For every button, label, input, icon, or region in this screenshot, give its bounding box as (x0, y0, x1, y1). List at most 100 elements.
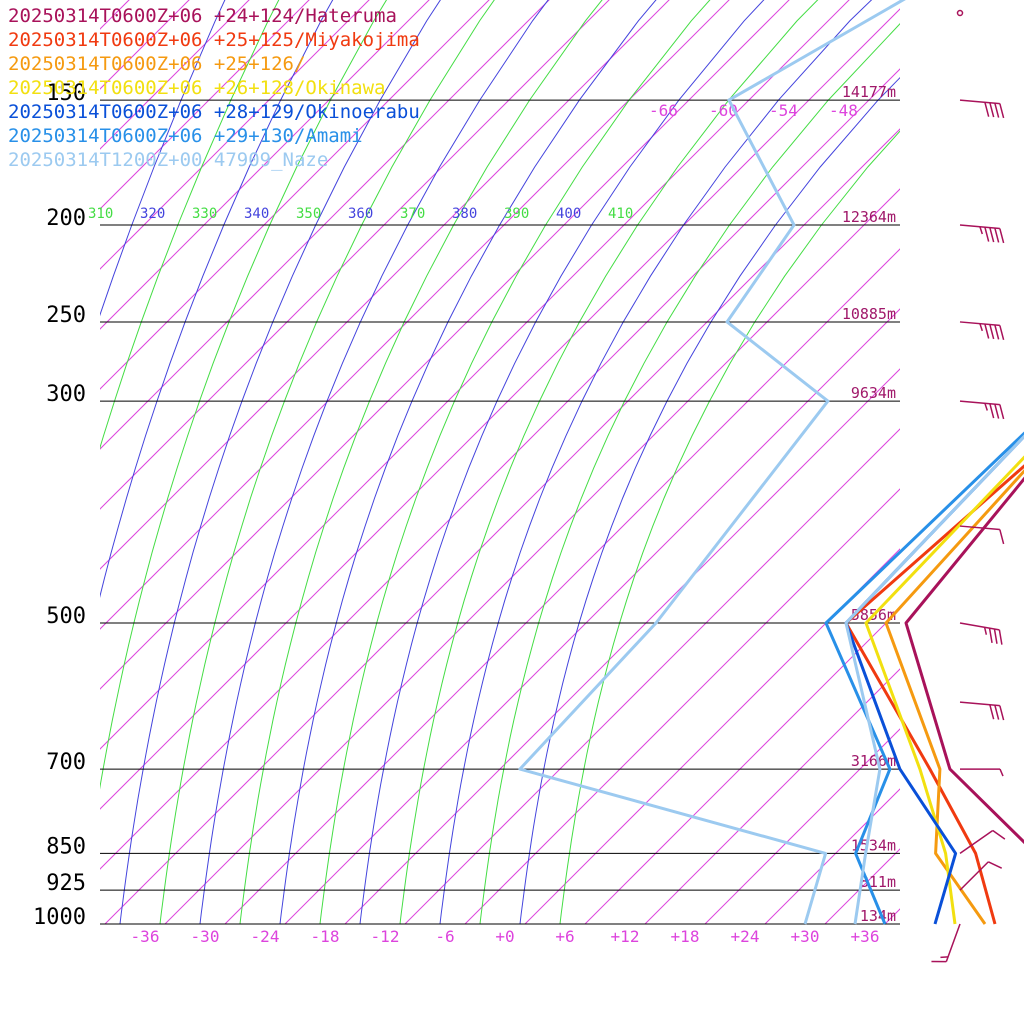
theta-label: 390 (504, 206, 529, 222)
barb-full (999, 705, 1005, 721)
x-tick-label: +6 (555, 927, 574, 946)
station-dot-icon (956, 9, 964, 17)
theta-label: 310 (88, 206, 113, 222)
barb-full (931, 960, 947, 963)
isotherm-line (644, 668, 900, 924)
wind-barb-icon (959, 622, 1003, 645)
barb-full (984, 323, 990, 339)
wind-barb-icon (959, 400, 1005, 420)
barb-full (984, 227, 990, 242)
x-tick-label: +36 (851, 927, 880, 946)
barb-half (979, 226, 984, 235)
legend: 20250314T0600Z+06 +24+124/Hateruma 20250… (8, 4, 420, 172)
x-tick-label: -18 (311, 927, 340, 946)
upper-tick-label: -48 (829, 101, 858, 120)
barb-staff (959, 525, 1000, 531)
barb-staff (959, 400, 1000, 406)
isotherm-line (704, 728, 900, 924)
barb-full (987, 861, 1003, 869)
barb-half (979, 323, 984, 332)
barb-full (999, 103, 1005, 119)
barb-full (984, 102, 990, 117)
series-line-7 (518, 0, 906, 925)
pressure-label: 700 (46, 750, 86, 775)
pressure-label: 200 (46, 206, 86, 231)
x-tick-label: -30 (191, 927, 220, 946)
barb-full (994, 705, 1000, 720)
pressure-label: 150 (46, 81, 86, 106)
theta-label: 410 (608, 206, 633, 222)
wind-barb-icon (959, 321, 1005, 340)
theta-label: 320 (140, 206, 165, 222)
height-labels: 16581m14177m12364m10885m9634m5856m3166m1… (842, 83, 896, 925)
legend-entry-hateruma: 20250314T0600Z+06 +24+124/Hateruma (8, 5, 397, 27)
sounding-series (518, 0, 1024, 925)
isotherm-line (284, 308, 900, 924)
legend-entry-miyakojima: 20250314T0600Z+06 +25+125/Miyakojima (8, 29, 420, 51)
barb-staff (959, 861, 989, 891)
barb-full (999, 325, 1005, 340)
x-tick-label: -6 (435, 927, 454, 946)
x-tick-label: +12 (611, 927, 640, 946)
theta-label: 350 (296, 206, 321, 222)
wind-barb-icon (959, 525, 1005, 545)
x-tick-label: -36 (131, 927, 160, 946)
pressure-label: 300 (46, 382, 86, 407)
theta-label: 400 (556, 206, 581, 222)
x-tick-label: -24 (251, 927, 280, 946)
barb-staff (959, 99, 1000, 105)
series-line-1 (844, 464, 1024, 925)
legend-entry-amami: 20250314T0600Z+06 +29+130/Amami (8, 125, 363, 147)
barb-staff (959, 829, 994, 855)
isotherm-line (945, 0, 1024, 924)
barb-full (994, 102, 1000, 118)
barb-half (999, 768, 1004, 777)
wind-barb-icon (959, 701, 1005, 721)
theta-label: 330 (192, 206, 217, 222)
theta-label: 380 (452, 206, 477, 222)
barb-full (989, 403, 995, 419)
series-line-4 (844, 434, 1024, 925)
x-tick-label: +0 (495, 927, 514, 946)
height-label: 9634m (851, 384, 896, 402)
barb-full (994, 227, 1000, 243)
isotherm-line (524, 548, 900, 924)
barb-full (989, 102, 995, 118)
barb-full (994, 324, 1000, 340)
series-line-0 (904, 476, 1024, 845)
pressure-axis: 1001502002503005007008509251000 (33, 81, 86, 930)
legend-entry-okinoerabu: 20250314T0600Z+06 +28+129/Okinoerabu (8, 101, 420, 123)
legend-entry-okinawa: 20250314T0600Z+06 +26+128/Okinawa (8, 77, 386, 99)
barb-full (999, 404, 1005, 420)
barb-half (983, 627, 988, 635)
isotherm-line (464, 488, 900, 924)
isotherm-line (404, 428, 900, 924)
height-label: 10885m (842, 305, 896, 323)
theta-e-curve (519, 77, 900, 924)
series-line-5 (824, 431, 1024, 925)
isobar-grid (100, 99, 900, 925)
barb-full (989, 704, 995, 720)
barb-full (999, 228, 1005, 244)
x-tick-label: -12 (371, 927, 400, 946)
theta-e-curve (559, 130, 900, 924)
barb-full (992, 829, 1006, 840)
legend-entry-naze: 20250314T1200Z+00 47909_Naze (8, 149, 329, 171)
x-tick-label: +24 (731, 927, 760, 946)
barb-full (988, 628, 993, 643)
barb-staff (959, 321, 1000, 327)
height-label: 12364m (842, 208, 896, 226)
isotherm-line (884, 908, 900, 924)
theta-label: 370 (400, 206, 425, 222)
theta-e-curve (479, 23, 900, 924)
barb-full (994, 403, 1000, 419)
legend-entry-25-126: 20250314T0600Z+06 +25+126/ (8, 53, 306, 75)
wind-barb-icon (959, 829, 1006, 855)
theta-label: 360 (348, 206, 373, 222)
theta-label: 340 (244, 206, 269, 222)
series-line-6 (844, 434, 1024, 925)
isotherm-line (224, 248, 900, 924)
theta-e-curve (359, 0, 765, 924)
theta-e-curve (399, 0, 819, 924)
